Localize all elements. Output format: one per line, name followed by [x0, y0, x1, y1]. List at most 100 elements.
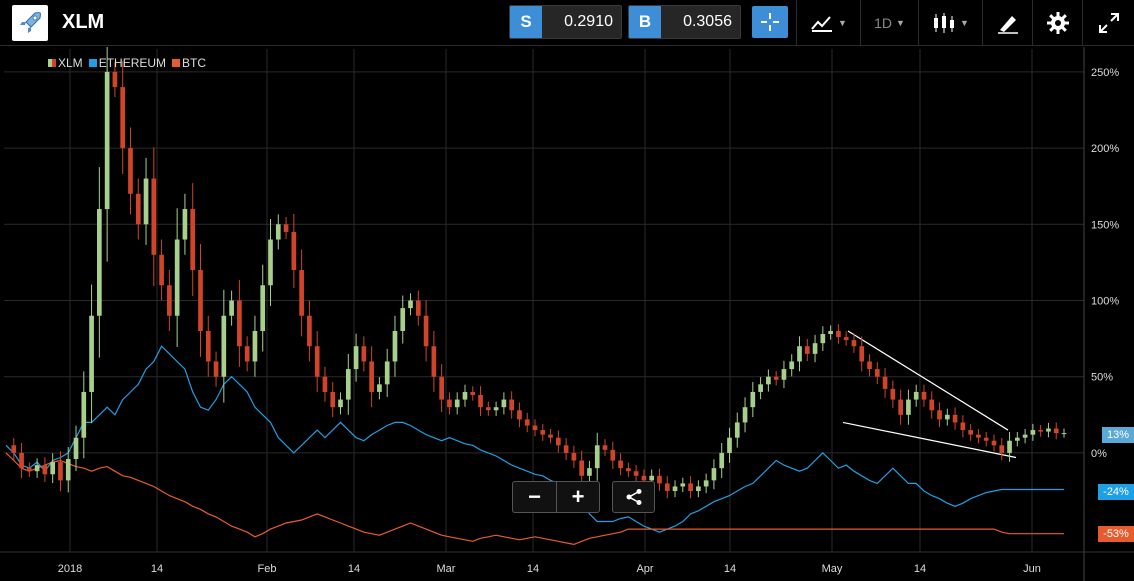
btc-last-badge: -53% [1098, 526, 1134, 542]
xlm-last-badge: 13% [1102, 427, 1134, 443]
candle-down [688, 483, 693, 492]
x-tick-label: 14 [724, 563, 736, 575]
candle-up [454, 399, 460, 408]
candle-down [898, 399, 903, 415]
series [5, 345, 1064, 546]
ethereum-swatch [88, 59, 97, 67]
y-tick-label: 50% [1091, 372, 1113, 384]
candle-up [377, 384, 382, 392]
candle-down [120, 87, 126, 149]
interval-select[interactable]: 1D ▼ [860, 0, 918, 46]
chevron-down-icon: ▼ [960, 18, 969, 28]
candle-down [431, 346, 437, 377]
candle-down [415, 300, 421, 316]
candle-down [843, 337, 849, 341]
chevron-down-icon: ▼ [895, 18, 905, 28]
chart-type-button[interactable]: ▼ [918, 0, 982, 46]
legend-item-btc[interactable]: BTC [172, 56, 206, 70]
buy-price: 0.3056 [661, 6, 740, 38]
fullscreen-button[interactable] [1082, 0, 1134, 46]
candle-down [532, 425, 538, 431]
settings-button[interactable] [1032, 0, 1082, 46]
candle-down [237, 300, 242, 347]
sell-tag: S [510, 6, 542, 38]
candle-down [198, 270, 203, 331]
candle-down [283, 224, 289, 232]
candle-up [711, 468, 717, 481]
candle-up [65, 459, 71, 481]
candle-down [1038, 430, 1043, 432]
candle-down [1053, 428, 1059, 434]
candle-up [587, 468, 592, 476]
candle-up [275, 224, 281, 240]
candle-down [882, 376, 888, 389]
candle-down [874, 369, 880, 377]
trendline-upper [847, 330, 1009, 431]
zoom-out-button[interactable]: − [528, 484, 541, 509]
candle-down [299, 270, 304, 316]
rocket-logo-icon [12, 5, 48, 41]
candle-up [719, 452, 725, 469]
share-button[interactable] [612, 481, 655, 513]
candle-down [641, 475, 647, 481]
candle-down [205, 330, 211, 362]
candle-up [1022, 434, 1028, 438]
zoom-in-button[interactable]: + [556, 482, 599, 512]
y-tick-label: 150% [1091, 219, 1119, 231]
candle-up [81, 391, 87, 438]
candle-down [439, 376, 444, 400]
candles [11, 47, 1067, 499]
candle-down [485, 407, 491, 411]
share-icon [626, 489, 641, 505]
app-title: XLM [62, 11, 105, 33]
candle-down [602, 445, 608, 450]
zoom-controls: − + [512, 481, 600, 513]
candle-up [229, 300, 234, 316]
trendlines [842, 330, 1017, 459]
candle-up [594, 445, 600, 469]
sell-price: 0.2910 [542, 6, 621, 38]
candle-down [540, 430, 546, 435]
candle-down [610, 449, 616, 461]
x-tick-label: 2018 [58, 563, 82, 575]
candle-down [151, 178, 157, 255]
buy-quote-button[interactable]: B 0.3056 [628, 5, 741, 39]
candle-up [913, 391, 919, 400]
drawing-tools-button[interactable] [982, 0, 1032, 46]
candle-down [976, 434, 981, 438]
candle-up [1030, 430, 1036, 435]
candle-down [135, 193, 141, 225]
candle-down [19, 452, 24, 469]
sell-quote-button[interactable]: S 0.2910 [509, 5, 622, 39]
candle-up [50, 462, 56, 475]
candle-up [820, 334, 826, 344]
candle-down [517, 410, 522, 420]
candle-up [1014, 437, 1020, 441]
candle-up [789, 361, 795, 370]
candle-up [766, 376, 771, 385]
candle-down [361, 346, 367, 362]
indicators-button[interactable]: ▼ [796, 0, 860, 46]
candle-down [42, 465, 48, 475]
candle-up [1007, 440, 1012, 453]
candle-down [937, 410, 942, 420]
crosshair-button[interactable] [752, 6, 788, 38]
x-tick-label: May [822, 563, 843, 575]
legend-label-ethereum: ETHEREUM [98, 56, 167, 70]
legend-item-ethereum[interactable]: ETHEREUM [88, 56, 167, 70]
candle-down [524, 419, 530, 426]
candle-up [727, 437, 732, 453]
candle-down [548, 434, 553, 438]
ethereum-line [5, 345, 1064, 533]
legend: XLM ETHEREUM BTC [48, 56, 206, 70]
legend-item-xlm[interactable]: XLM [48, 56, 83, 70]
x-tick-label: 14 [914, 563, 926, 575]
candle-up [906, 399, 911, 415]
x-tick-label: Jun [1023, 563, 1041, 575]
candle-up [1061, 433, 1067, 435]
candle-up [143, 178, 149, 225]
candle-down [128, 148, 133, 194]
candle-up [696, 486, 701, 492]
candle-down [213, 361, 219, 377]
candle-up [734, 422, 740, 438]
